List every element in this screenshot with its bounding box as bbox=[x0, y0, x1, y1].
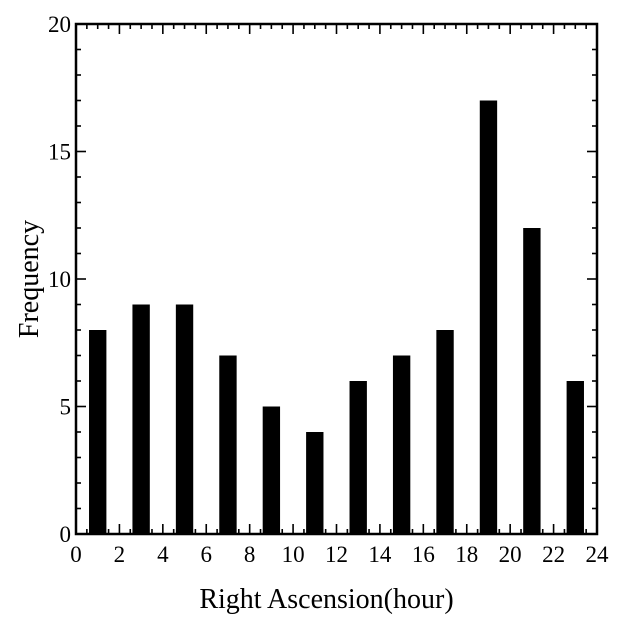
bar-3 bbox=[132, 304, 150, 534]
x-tick-label: 14 bbox=[368, 542, 392, 567]
bar-11 bbox=[306, 432, 324, 534]
x-tick-label: 4 bbox=[157, 542, 169, 567]
x-tick-label: 12 bbox=[325, 542, 348, 567]
x-tick-label: 6 bbox=[201, 542, 213, 567]
bar-5 bbox=[175, 304, 194, 534]
bars-group bbox=[89, 100, 584, 534]
x-tick-label: 8 bbox=[244, 542, 256, 567]
x-tick-label: 16 bbox=[412, 542, 435, 567]
y-tick-label: 5 bbox=[60, 395, 72, 420]
bar-9 bbox=[262, 406, 281, 534]
x-tick-label: 22 bbox=[542, 542, 565, 567]
bar-19 bbox=[479, 100, 498, 534]
x-tick-label: 24 bbox=[586, 542, 610, 567]
plot-frame bbox=[74, 22, 599, 536]
x-tick-label: 20 bbox=[499, 542, 522, 567]
x-axis-title: Right Ascension(hour) bbox=[199, 584, 453, 615]
bar-23 bbox=[566, 381, 584, 534]
y-axis-title: Frequency bbox=[14, 220, 45, 338]
y-tick-label: 0 bbox=[60, 522, 72, 547]
x-tick-label: 18 bbox=[455, 542, 478, 567]
y-tick-label: 15 bbox=[48, 140, 71, 165]
x-tick-label: 10 bbox=[282, 542, 305, 567]
bar-15 bbox=[392, 355, 411, 534]
bar-21 bbox=[523, 228, 541, 534]
x-tick-label: 2 bbox=[114, 542, 126, 567]
bar-17 bbox=[436, 330, 454, 534]
y-tick-label: 10 bbox=[48, 267, 71, 292]
bar-13 bbox=[349, 381, 367, 534]
x-tick-label: 0 bbox=[70, 542, 82, 567]
bar-1 bbox=[89, 330, 107, 534]
y-tick-label: 20 bbox=[48, 12, 71, 37]
bar-7 bbox=[219, 355, 237, 534]
